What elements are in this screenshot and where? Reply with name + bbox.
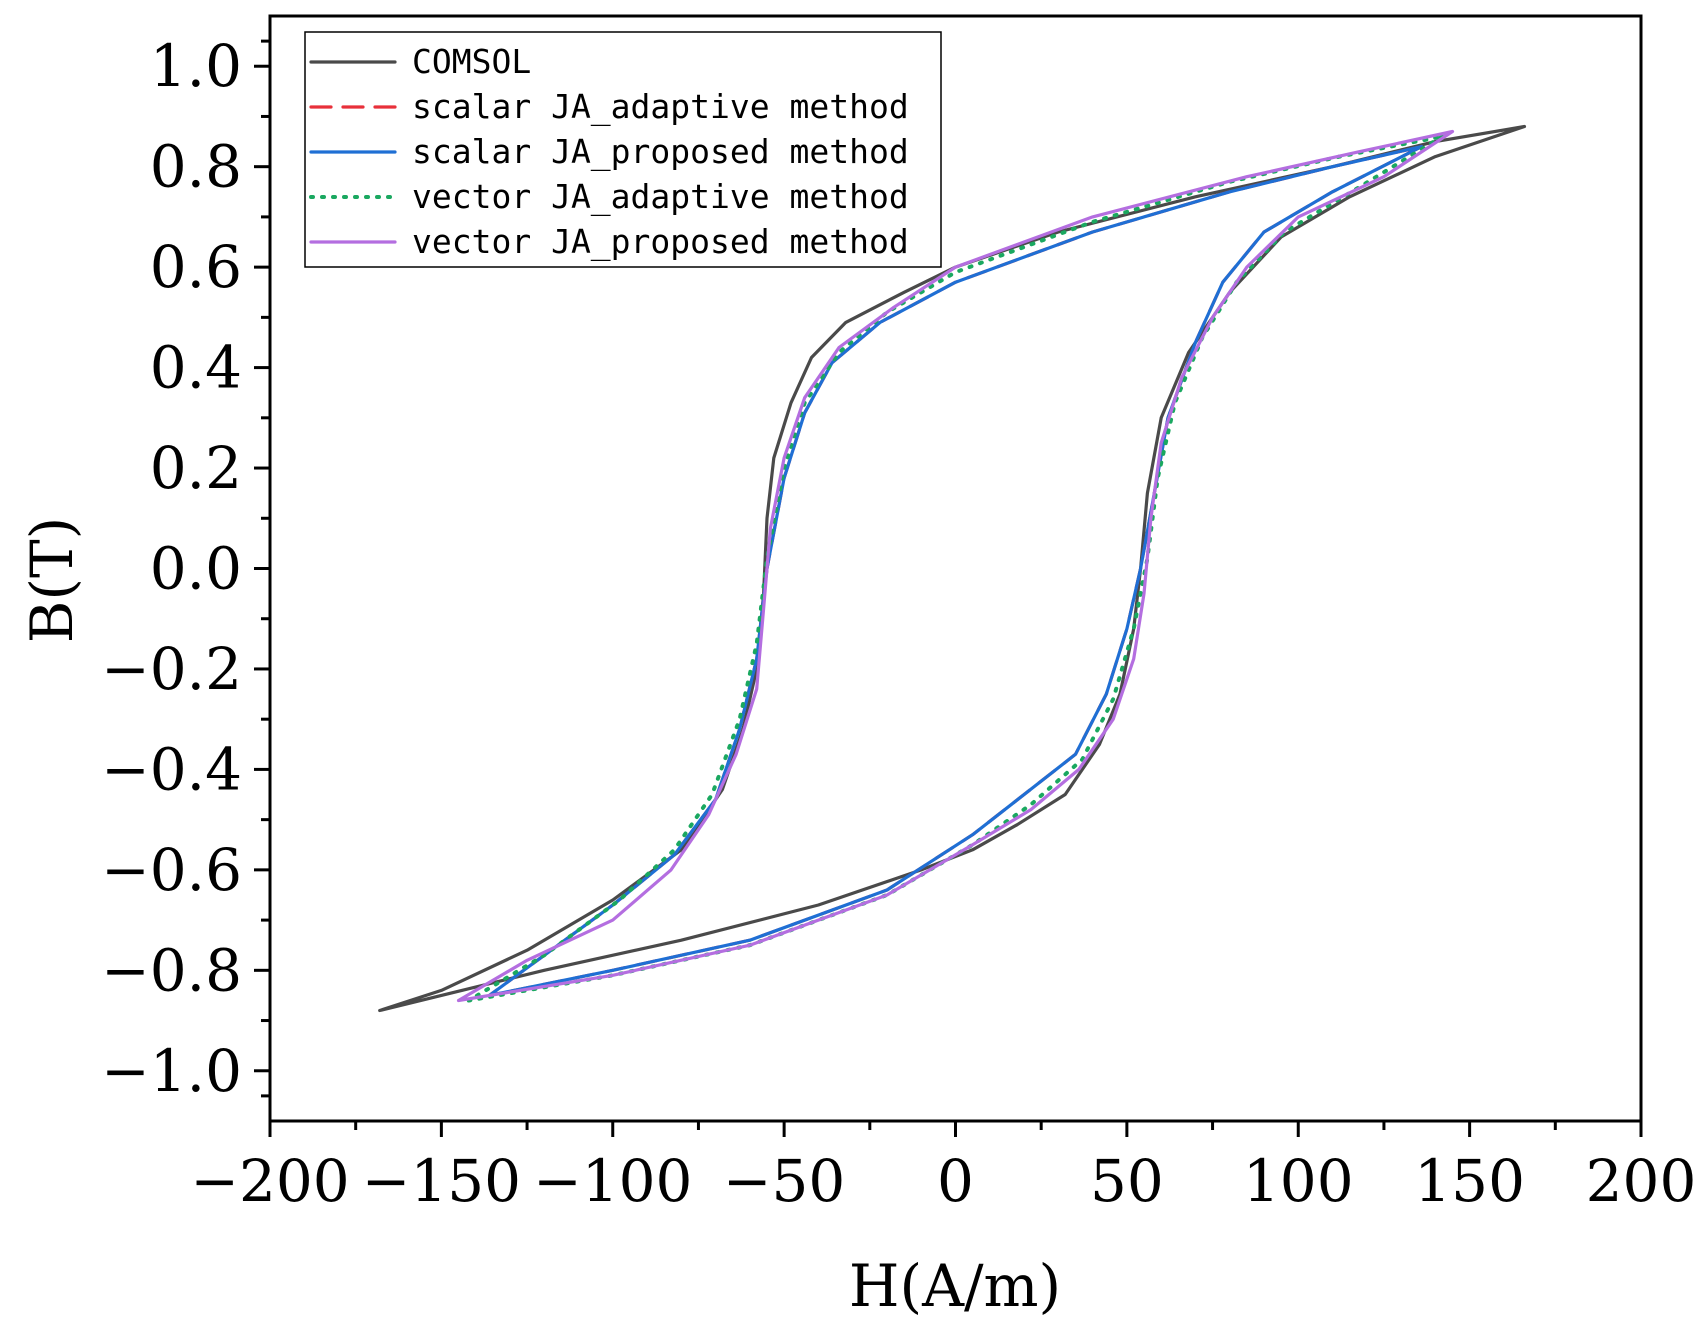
legend-label-1: COMSOL: [412, 42, 531, 81]
series-line-1: [378, 124, 1527, 1013]
y-tick-label: 0.0: [150, 535, 242, 603]
y-tick-label: −0.4: [101, 735, 242, 803]
x-tick-label: 50: [1090, 1147, 1164, 1215]
x-tick-label: −200: [190, 1147, 349, 1215]
x-tick-label: −150: [362, 1147, 521, 1215]
series-line-5: [456, 129, 1455, 1003]
y-tick-label: 0.6: [150, 233, 242, 301]
x-tick-label: −50: [723, 1147, 845, 1215]
series-layer: [378, 124, 1527, 1013]
x-axis-title: H(A/m): [849, 1252, 1061, 1320]
y-tick-label: −0.2: [101, 635, 242, 703]
legend-label-2: scalar JA_adaptive method: [412, 87, 909, 127]
series-line-2: [487, 145, 1424, 997]
ticks-layer: [254, 39, 1643, 1137]
y-tick-label: 0.2: [150, 434, 242, 502]
y-tick-label: −1.0: [101, 1037, 242, 1105]
y-tick-label: −0.8: [101, 936, 242, 1004]
series-line-4: [466, 134, 1445, 1003]
legend-box: [304, 31, 942, 268]
legend-label-3: scalar JA_proposed method: [412, 132, 909, 172]
labels-layer: −200 −150 −100 −50 0 50 100 150 200 −1.0 −0.8 −0.6 −…: [101, 32, 1696, 1215]
x-tick-label: −100: [533, 1147, 692, 1215]
series-line-3: [487, 145, 1424, 997]
x-tick-label: 0: [937, 1147, 974, 1215]
legend-label-4: vector JA_adaptive method: [412, 177, 909, 217]
legend: COMSOL scalar JA_adaptive method scalar JA…: [304, 31, 942, 268]
x-tick-label: 150: [1414, 1147, 1525, 1215]
x-tick-label: 100: [1243, 1147, 1354, 1215]
y-tick-label: 0.4: [150, 334, 242, 402]
y-tick-label: 0.8: [150, 133, 242, 201]
y-tick-label: −0.6: [101, 836, 242, 904]
y-axis-title: B(T): [18, 517, 86, 644]
legend-label-5: vector JA_proposed method: [412, 222, 909, 262]
x-tick-label: 200: [1586, 1147, 1697, 1215]
y-tick-label: 1.0: [150, 32, 242, 100]
